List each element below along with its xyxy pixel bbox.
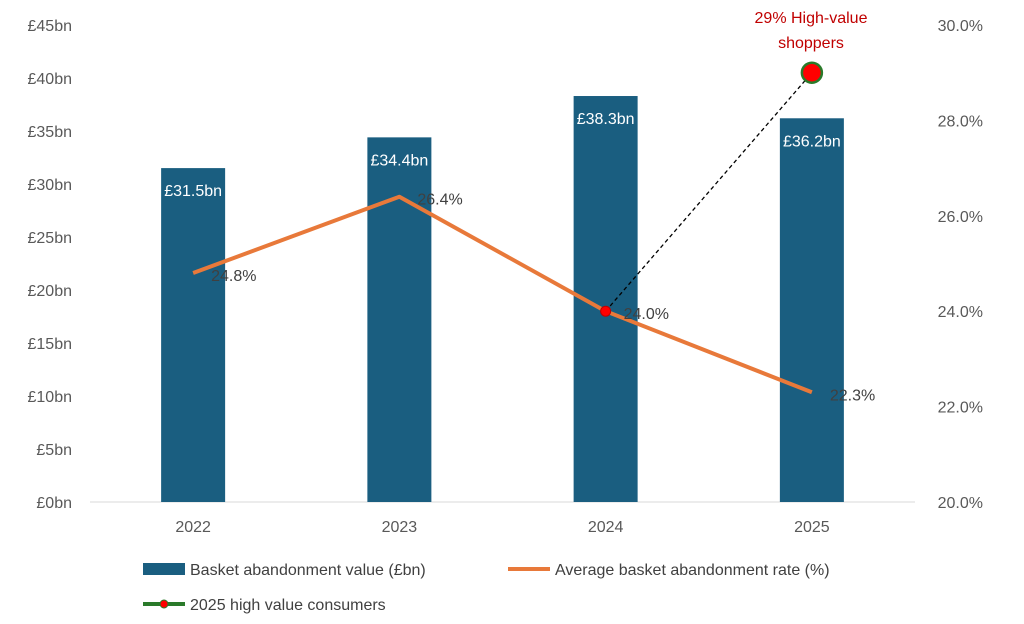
x-axis-tick-label: 2022 — [175, 519, 211, 536]
bar-data-label: £34.4bn — [370, 152, 428, 169]
right-axis-tick-label: 30.0% — [938, 18, 983, 35]
legend: Basket abandonment value (£bn) Average b… — [143, 562, 830, 614]
annotation-line-1: 29% High-value — [755, 10, 868, 27]
left-axis-tick-label: £30bn — [28, 177, 73, 194]
annotation: 29% High-value shoppers — [755, 10, 868, 52]
bar[interactable] — [161, 168, 226, 502]
legend-label-line[interactable]: Average basket abandonment rate (%) — [555, 562, 830, 579]
line-data-label: 24.8% — [211, 268, 256, 285]
right-axis-tick-label: 26.0% — [938, 209, 983, 226]
left-axis-tick-label: £5bn — [36, 442, 72, 459]
left-axis-tick-label: £15bn — [28, 336, 73, 353]
line-series — [192, 61, 824, 395]
bar-series — [161, 96, 844, 503]
legend-swatch-marker — [159, 599, 169, 609]
annotation-line-2: shoppers — [778, 35, 844, 52]
high-value-connector — [605, 72, 813, 312]
legend-label-bar[interactable]: Basket abandonment value (£bn) — [190, 562, 426, 579]
left-axis-tick-label: £40bn — [28, 71, 73, 88]
data-labels: £31.5bn £34.4bn £38.3bn £36.2bn 24.8% 26.4% 24… — [164, 111, 875, 404]
left-axis-tick-label: £0bn — [36, 495, 72, 512]
legend-label-marker-line[interactable]: 2025 high value consumers — [190, 597, 386, 614]
left-axis-tick-label: £10bn — [28, 389, 73, 406]
left-axis-tick-label: £45bn — [28, 18, 73, 35]
rate-line[interactable] — [192, 194, 813, 395]
high-value-end-marker[interactable] — [800, 61, 824, 84]
line-data-label: 26.4% — [417, 192, 462, 209]
right-axis-tick-label: 28.0% — [938, 113, 983, 130]
line-data-label: 22.3% — [830, 387, 875, 404]
bar-data-label: £38.3bn — [577, 111, 635, 128]
high-value-start-marker[interactable] — [600, 305, 612, 317]
axes: £0bn £5bn £10bn £15bn £20bn £25bn £30bn £35bn £4… — [28, 18, 984, 536]
x-axis-tick-label: 2023 — [382, 519, 418, 536]
right-axis-tick-label: 20.0% — [938, 495, 983, 512]
left-axis-tick-label: £20bn — [28, 283, 73, 300]
right-axis-tick-label: 24.0% — [938, 304, 983, 321]
bar-data-label: £36.2bn — [783, 133, 841, 150]
left-axis-tick-label: £25bn — [28, 230, 73, 247]
line-data-label: 24.0% — [624, 306, 669, 323]
legend-swatch-bar — [143, 563, 185, 575]
x-axis-tick-label: 2025 — [794, 519, 830, 536]
x-axis-tick-label: 2024 — [588, 519, 624, 536]
right-axis-tick-label: 22.0% — [938, 400, 983, 417]
bar-data-label: £31.5bn — [164, 183, 222, 200]
bar[interactable] — [779, 118, 844, 502]
left-axis-tick-label: £35bn — [28, 124, 73, 141]
